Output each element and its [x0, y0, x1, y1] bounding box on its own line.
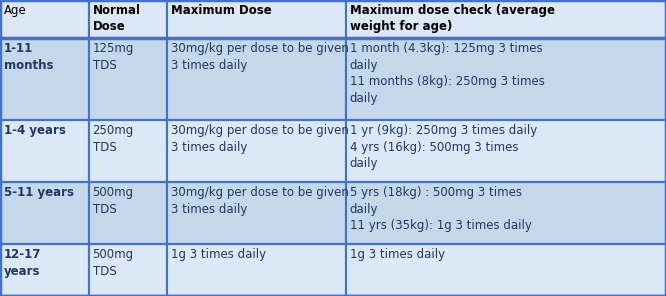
Bar: [0, 244, 89, 296]
Bar: [346, 244, 666, 296]
Text: 1-4 years: 1-4 years: [4, 124, 66, 137]
Text: 1g 3 times daily: 1g 3 times daily: [350, 248, 445, 261]
Text: 30mg/kg per dose to be given
3 times daily: 30mg/kg per dose to be given 3 times dai…: [171, 186, 349, 216]
Bar: [0, 120, 89, 182]
Text: 12-17
years: 12-17 years: [4, 248, 41, 278]
Text: 125mg
TDS: 125mg TDS: [93, 43, 134, 72]
Bar: [167, 120, 346, 182]
Bar: [167, 38, 346, 120]
Bar: [0, 38, 89, 120]
Bar: [89, 182, 167, 244]
Bar: [167, 0, 346, 38]
Text: 30mg/kg per dose to be given
3 times daily: 30mg/kg per dose to be given 3 times dai…: [171, 43, 349, 72]
Bar: [0, 0, 89, 38]
Text: 250mg
TDS: 250mg TDS: [93, 124, 134, 154]
Text: 1 yr (9kg): 250mg 3 times daily
4 yrs (16kg): 500mg 3 times
daily: 1 yr (9kg): 250mg 3 times daily 4 yrs (1…: [350, 124, 537, 170]
Text: Maximum Dose: Maximum Dose: [171, 4, 272, 17]
Bar: [89, 244, 167, 296]
Text: Maximum dose check (average
weight for age): Maximum dose check (average weight for a…: [350, 4, 555, 33]
Bar: [0, 182, 89, 244]
Bar: [346, 120, 666, 182]
Bar: [89, 38, 167, 120]
Text: 500mg
TDS: 500mg TDS: [93, 186, 134, 216]
Text: Normal
Dose: Normal Dose: [93, 4, 141, 33]
Bar: [89, 0, 167, 38]
Text: 5-11 years: 5-11 years: [4, 186, 74, 199]
Text: 1g 3 times daily: 1g 3 times daily: [171, 248, 266, 261]
Text: 30mg/kg per dose to be given
3 times daily: 30mg/kg per dose to be given 3 times dai…: [171, 124, 349, 154]
Text: 500mg
TDS: 500mg TDS: [93, 248, 134, 278]
Text: 1-11
months: 1-11 months: [4, 43, 53, 72]
Bar: [167, 244, 346, 296]
Bar: [89, 120, 167, 182]
Text: 5 yrs (18kg) : 500mg 3 times
daily
11 yrs (35kg): 1g 3 times daily: 5 yrs (18kg) : 500mg 3 times daily 11 yr…: [350, 186, 531, 232]
Bar: [167, 182, 346, 244]
Text: Age: Age: [4, 4, 27, 17]
Bar: [346, 38, 666, 120]
Bar: [346, 182, 666, 244]
Bar: [346, 0, 666, 38]
Text: 1 month (4.3kg): 125mg 3 times
daily
11 months (8kg): 250mg 3 times
daily: 1 month (4.3kg): 125mg 3 times daily 11 …: [350, 43, 545, 105]
